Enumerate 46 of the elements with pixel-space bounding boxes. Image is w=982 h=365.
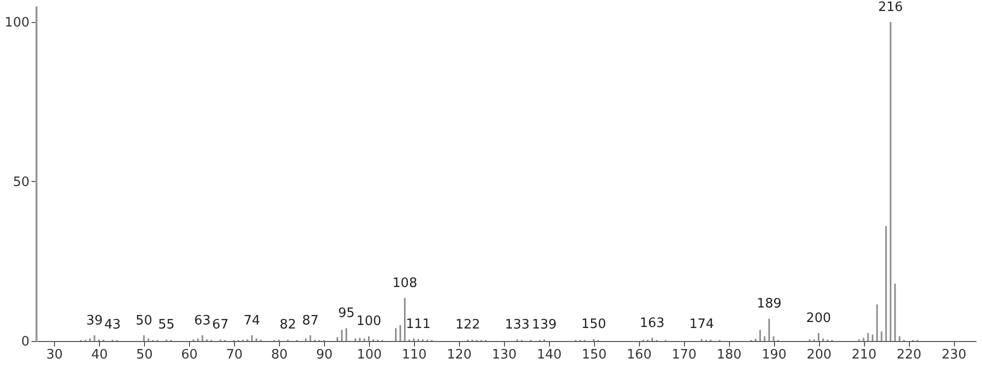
- annotation: 200: [806, 311, 831, 326]
- annotation: 67: [212, 318, 229, 333]
- x-tick-label: 190: [762, 348, 787, 362]
- x-tick-label: 60: [181, 348, 198, 362]
- annotation: 55: [158, 318, 175, 333]
- x-tick-label: 80: [271, 348, 288, 362]
- x-tick-label: 100: [356, 348, 382, 362]
- annotation: 95: [338, 306, 355, 322]
- x-tick-label: 210: [852, 348, 876, 362]
- x-tick-label: 90: [316, 348, 333, 362]
- annotation: 108: [392, 276, 418, 291]
- annotation: 174: [689, 317, 714, 332]
- annotation: 216: [878, 0, 903, 15]
- y-tick-label: 0: [21, 334, 30, 350]
- annotation: 43: [104, 318, 121, 333]
- x-tick-label: 30: [46, 348, 63, 362]
- x-tick-label: 140: [536, 348, 562, 362]
- annotation: 87: [302, 313, 319, 328]
- annotation: 50: [136, 313, 152, 328]
- annotation: 189: [756, 296, 782, 312]
- x-tick-label: 220: [896, 348, 922, 362]
- x-tick-label: 150: [582, 348, 607, 362]
- x-tick-label: 40: [91, 348, 108, 362]
- x-tick-label: 120: [446, 348, 472, 362]
- annotation: 163: [640, 316, 665, 331]
- x-tick-label: 230: [942, 348, 966, 362]
- x-tick-label: 180: [716, 348, 742, 362]
- annotation: 82: [280, 318, 296, 333]
- annotation: 139: [532, 317, 557, 332]
- annotation: 133: [504, 317, 530, 332]
- annotation: 122: [455, 318, 480, 333]
- annotation: 63: [194, 313, 211, 328]
- x-tick-label: 170: [672, 348, 697, 362]
- annotation: 74: [244, 313, 260, 328]
- y-tick-label: 100: [4, 15, 30, 30]
- annotation: 111: [406, 317, 431, 332]
- annotation: 150: [581, 317, 606, 332]
- x-tick-label: 200: [806, 348, 832, 362]
- y-tick-label: 50: [12, 174, 30, 190]
- x-tick-label: 130: [492, 348, 517, 362]
- x-tick-label: 110: [402, 348, 427, 362]
- x-tick-label: 70: [226, 348, 243, 362]
- annotation: 39: [86, 313, 103, 328]
- x-tick-label: 50: [136, 348, 153, 362]
- annotation: 100: [356, 314, 382, 330]
- x-tick-label: 160: [626, 348, 652, 362]
